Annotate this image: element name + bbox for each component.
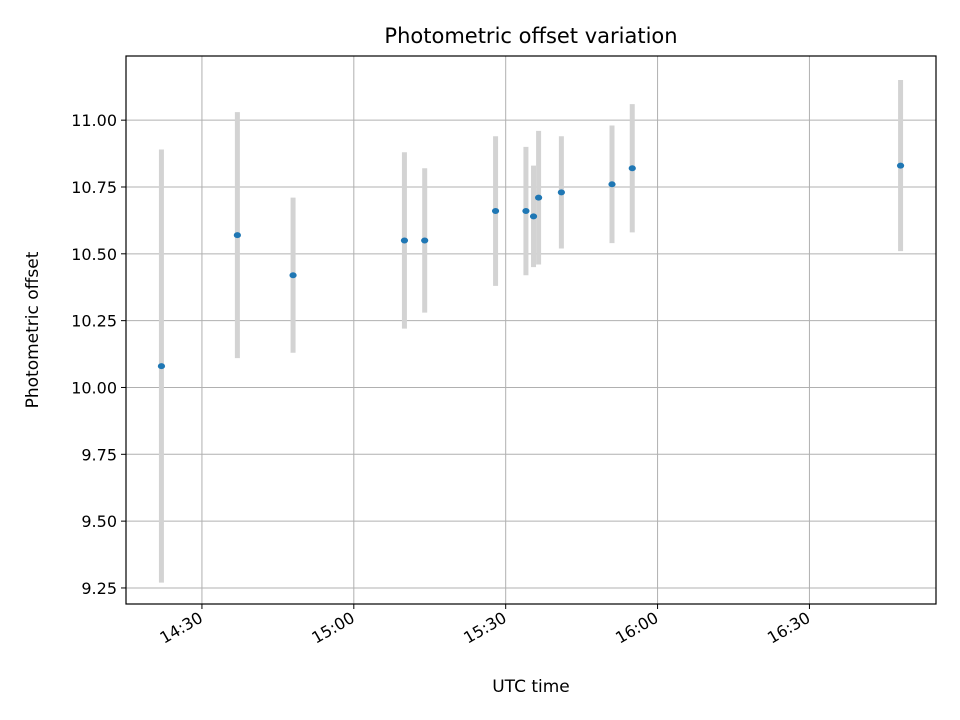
grid — [126, 56, 936, 604]
data-points — [157, 162, 905, 370]
data-point — [233, 232, 241, 239]
data-point — [157, 363, 166, 370]
data-point — [628, 165, 636, 172]
y-tick-label: 9.75 — [81, 445, 117, 464]
data-point — [491, 208, 500, 215]
chart-title: Photometric offset variation — [384, 24, 677, 48]
data-point — [534, 194, 543, 201]
y-tick-label: 11.00 — [71, 111, 117, 130]
y-axis-label: Photometric offset — [23, 251, 43, 408]
y-tick-label: 9.25 — [81, 579, 117, 598]
data-point — [400, 237, 409, 244]
data-point — [522, 208, 530, 215]
data-point — [608, 181, 616, 188]
data-point — [896, 162, 905, 169]
data-point — [557, 189, 565, 196]
data-point — [529, 213, 538, 220]
y-tick-label: 10.75 — [71, 178, 117, 197]
plot-frame — [125, 55, 937, 605]
y-tick-label: 10.50 — [71, 245, 117, 264]
y-tick-label: 10.00 — [71, 378, 117, 397]
x-axis-label: UTC time — [492, 677, 570, 697]
data-point — [421, 237, 429, 244]
y-tick-label: 10.25 — [71, 312, 117, 331]
data-point — [289, 272, 297, 279]
y-tick-label: 9.50 — [81, 512, 117, 531]
